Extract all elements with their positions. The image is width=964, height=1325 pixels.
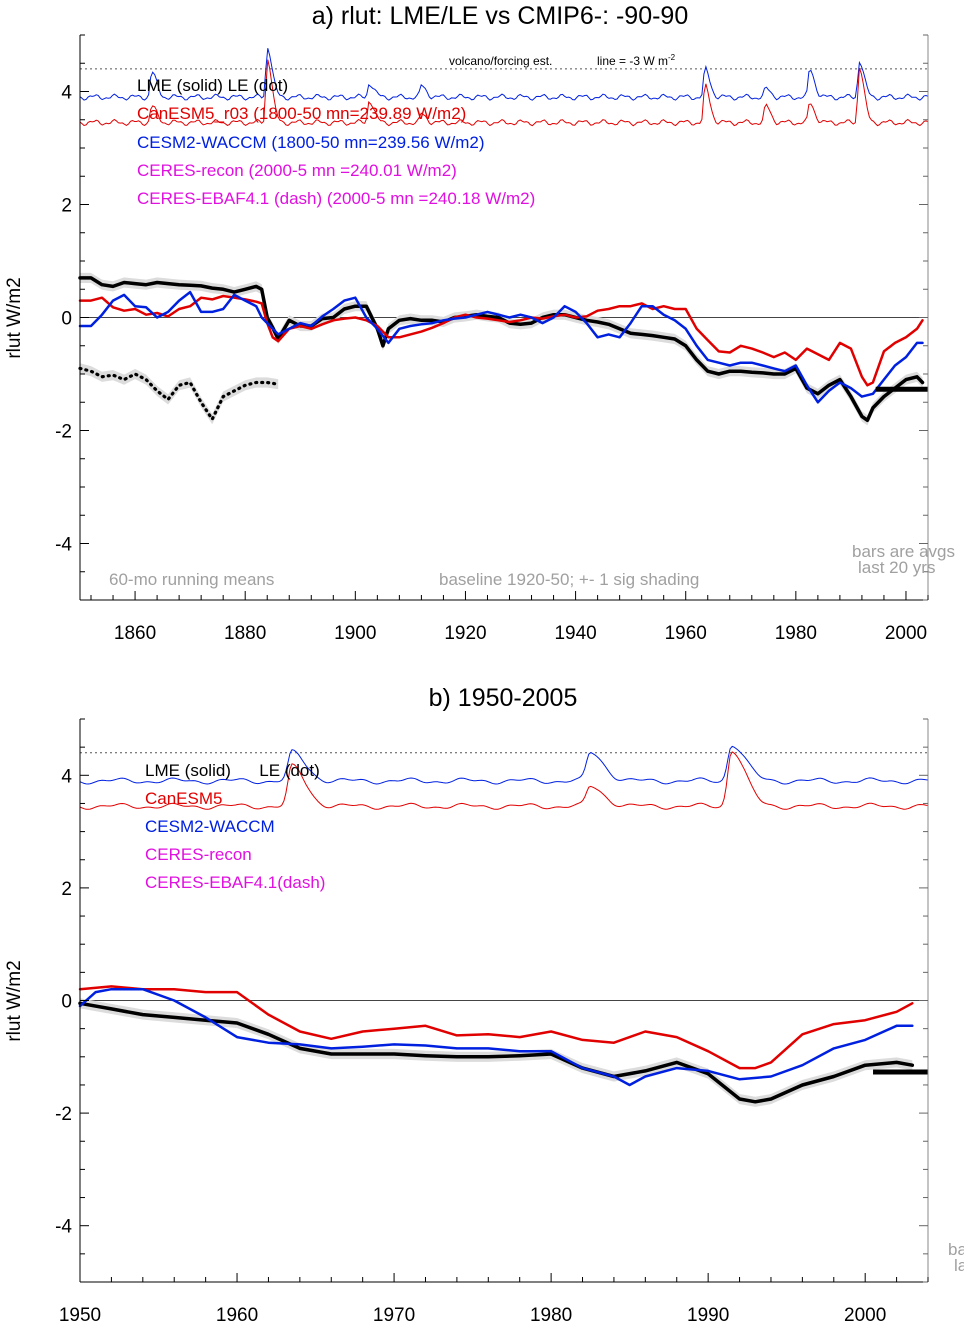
panel-a-series-lme-solid: [78, 276, 925, 423]
panel-b-legend: LME (solid) LE (dot) CanESM5 CESM2-WACCM…: [145, 761, 325, 892]
bars-note-b-line2: la: [954, 1256, 964, 1275]
panel-b-xtick-label: 2000: [844, 1305, 886, 1325]
running-mean-note: 60-mo running means: [109, 570, 274, 589]
volcano-line-label: line = -3 W m-2: [597, 53, 676, 68]
volcano-line-label-text: line = -3 W m: [597, 54, 668, 68]
panel-b-series-canesm5: [78, 985, 914, 1070]
panel-a-series-canesm5: [78, 294, 924, 387]
panel-b-ytick-label: 2: [61, 879, 72, 900]
panel-b-xtick-label: 1960: [216, 1305, 258, 1325]
panel-a-xtick-label: 1940: [554, 623, 596, 644]
volcano-line-label-superscript: -2: [668, 53, 676, 62]
legend-b-cesm: CESM2-WACCM: [145, 817, 275, 836]
legend-b-canesm: CanESM5: [145, 789, 222, 808]
panel-a-plot: -4 -2 0 2 4 1860 1880 1900 1920 1940 1960 1980 2000: [55, 34, 929, 644]
panel-a-band-lme-solid: [80, 272, 923, 426]
panel-b-band-lme-solid: [80, 998, 913, 1107]
panel-a-xtick-label: 2000: [885, 623, 927, 644]
panel-b-plot: -4 -2 0 2 4 1950 1960 1970 1980 1990 2000: [55, 718, 929, 1325]
panel-a-xtick-label: 1920: [444, 623, 486, 644]
panel-a-ytick-label: -2: [55, 422, 72, 443]
legend-ceres-recon: CERES-recon (2000-5 mn =240.01 W/m2): [137, 161, 457, 180]
panel-b-volcano-trace-blue: [79, 745, 929, 785]
panel-a-series-le-dot: [78, 366, 280, 421]
panel-b-xtick-label: 1950: [59, 1305, 101, 1325]
panel-a-ytick-label: 4: [61, 83, 72, 104]
panel-a-volcano-trace-blue: [79, 48, 929, 101]
legend-b-ceres-ebaf: CERES-EBAF4.1(dash): [145, 873, 325, 892]
panel-b-notes: ba la: [948, 1240, 964, 1275]
bars-note-b-line1: ba: [948, 1240, 964, 1259]
volcano-forcing-label: volcano/forcing est.: [449, 54, 552, 68]
panel-b-ytick-label: -2: [55, 1104, 72, 1125]
legend-ceres-ebaf: CERES-EBAF4.1 (dash) (2000-5 mn =240.18 …: [137, 189, 535, 208]
panel-a-ylabel: rlut W/m2: [4, 277, 25, 358]
panel-a: a) rlut: LME/LE vs CMIP6-: -90-90 -4 -2 0 2…: [4, 2, 955, 644]
legend-b-ceres-recon: CERES-recon: [145, 845, 252, 864]
legend-lme: LME (solid) LE (dot): [137, 76, 288, 95]
panel-b-ytick-label: -4: [55, 1217, 72, 1238]
panel-a-volcano-label: volcano/forcing est. line = -3 W m-2: [449, 53, 676, 68]
panel-a-xtick-label: 1900: [334, 623, 376, 644]
panel-a-legend: LME (solid) LE (dot) CanESM5_r03 (1800-5…: [137, 76, 535, 208]
panel-a-ytick-label: -4: [55, 535, 72, 556]
panel-a-xtick-label: 1980: [775, 623, 817, 644]
panel-b-series-lme-solid: [78, 1001, 915, 1104]
panel-b-series-cesm2-waccm: [78, 987, 914, 1087]
bars-note-line1: bars are avgs: [852, 542, 955, 561]
panel-a-series-cesm2-waccm: [78, 290, 924, 404]
panel-b-xtick-label: 1980: [530, 1305, 572, 1325]
panel-a-band-le-dot: [80, 363, 279, 425]
panel-a-xtick-label: 1960: [665, 623, 707, 644]
panel-b-title: b) 1950-2005: [429, 684, 578, 712]
panel-a-notes: 60-mo running means baseline 1920-50; +-…: [109, 542, 955, 589]
panel-b-ytick-label: 4: [61, 766, 72, 787]
panel-a-volcano-trace-red: [79, 59, 929, 127]
panel-a-ytick-label: 2: [61, 196, 72, 217]
legend-canesm: CanESM5_r03 (1800-50 mn=239.89 W/m2): [137, 104, 466, 123]
baseline-note: baseline 1920-50; +- 1 sig shading: [439, 570, 699, 589]
panel-b-ytick-label: 0: [61, 992, 72, 1013]
panel-b-xtick-label: 1970: [373, 1305, 415, 1325]
panel-a-title: a) rlut: LME/LE vs CMIP6-: -90-90: [312, 2, 689, 30]
panel-b: b) 1950-2005 -4 -2 0 2 4 1950 1960 1970 1980 1990…: [4, 684, 964, 1325]
panel-a-ytick-label: 0: [61, 309, 72, 330]
panel-b-xtick-label: 1990: [687, 1305, 729, 1325]
legend-cesm: CESM2-WACCM (1800-50 mn=239.56 W/m2): [137, 133, 485, 152]
panel-a-xtick-label: 1860: [114, 623, 156, 644]
panel-b-ylabel: rlut W/m2: [4, 960, 25, 1041]
bars-note-line2: last 20 yrs: [858, 558, 935, 577]
panel-b-volcano-trace-red: [79, 751, 929, 810]
legend-b-lme: LME (solid) LE (dot): [145, 761, 320, 780]
panel-a-xtick-label: 1880: [224, 623, 266, 644]
